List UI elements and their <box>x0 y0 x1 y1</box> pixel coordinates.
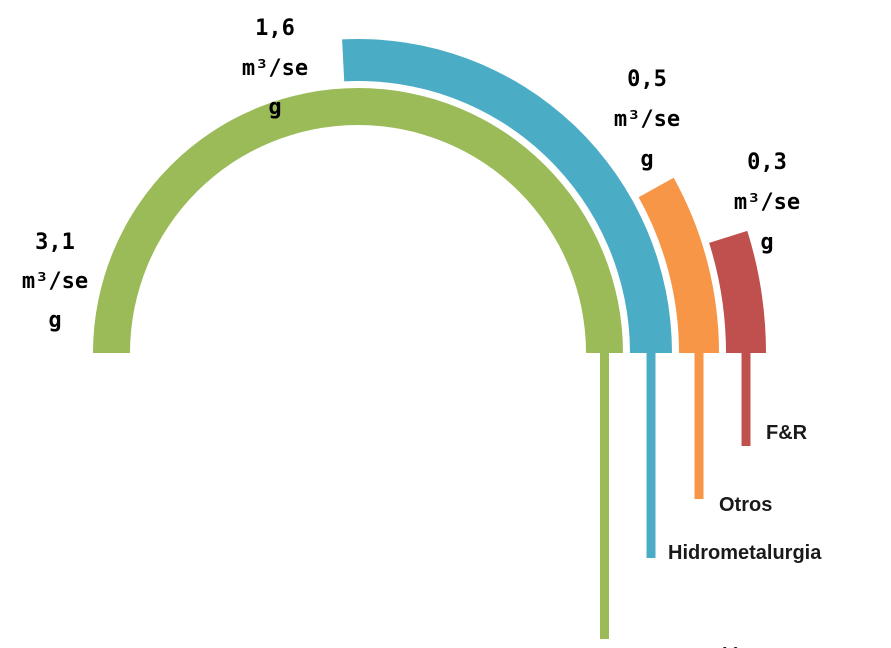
value-label-4-line-2: m³/se <box>734 190 800 215</box>
value-label-1-line-3: g <box>48 308 61 333</box>
value-label-4-line-1: 0,3 <box>747 150 787 175</box>
arc-2 <box>342 38 672 353</box>
category-label-1: Concentración <box>612 645 752 648</box>
category-label-2: Hidrometalurgia <box>668 542 822 564</box>
category-label-4: F&R <box>766 422 808 444</box>
value-label-3-line-1: 0,5 <box>627 67 667 92</box>
value-label-3-line-3: g <box>640 147 653 172</box>
arc-3 <box>638 177 719 353</box>
value-label-2-line-3: g <box>268 95 281 120</box>
value-label-2-line-2: m³/se <box>242 56 308 81</box>
value-label-3-line-2: m³/se <box>614 107 680 132</box>
arc-4 <box>709 230 766 353</box>
value-label-1-line-1: 3,1 <box>35 230 75 255</box>
arc-1 <box>93 88 623 353</box>
value-label-1-line-2: m³/se <box>22 269 88 294</box>
value-label-2-line-1: 1,6 <box>255 16 295 41</box>
value-label-4-line-3: g <box>760 230 773 255</box>
category-label-3: Otros <box>719 494 772 516</box>
